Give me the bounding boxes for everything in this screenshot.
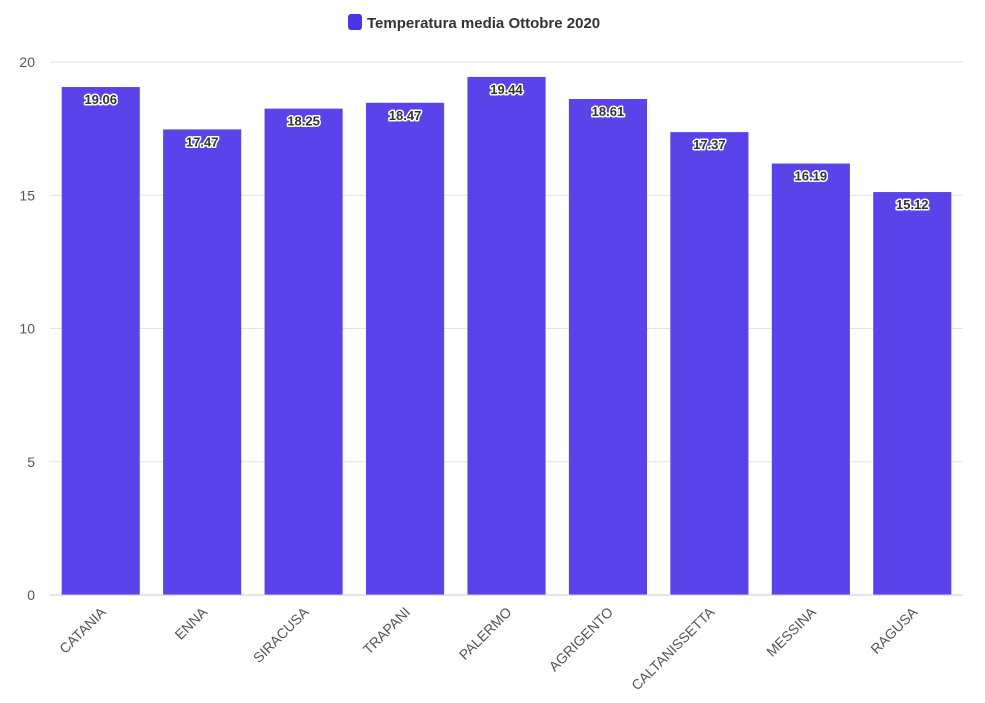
- bar-catania[interactable]: [62, 87, 140, 595]
- bar-messina[interactable]: [772, 164, 850, 595]
- data-label: 17.37: [693, 137, 726, 152]
- x-tick-label: AGRIGENTO: [546, 604, 617, 675]
- y-tick-label: 5: [27, 454, 35, 470]
- x-tick-label: SIRACUSA: [250, 603, 312, 665]
- x-tick-label: RAGUSA: [867, 603, 921, 657]
- x-tick-label: TRAPANI: [360, 604, 413, 657]
- x-tick-label: ENNA: [171, 603, 210, 642]
- data-label: 17.47: [186, 134, 219, 149]
- data-label: 15.12: [896, 197, 929, 212]
- bar-caltanissetta[interactable]: [670, 132, 748, 595]
- bar-siracusa[interactable]: [265, 109, 343, 595]
- bar-ragusa[interactable]: [873, 192, 951, 595]
- x-tick-label: CATANIA: [56, 603, 109, 656]
- data-label: 18.47: [389, 108, 422, 123]
- legend[interactable]: Temperatura media Ottobre 2020: [348, 14, 600, 32]
- y-tick-label: 10: [19, 321, 35, 337]
- data-label: 19.44: [490, 82, 523, 97]
- bars: [62, 77, 952, 595]
- x-axis-ticks: CATANIA ENNA SIRACUSA TRAPANI PALERMO AGRIGEN…: [50, 595, 963, 693]
- y-tick-label: 15: [19, 187, 35, 203]
- bar-trapani[interactable]: [366, 103, 444, 595]
- legend-swatch: [348, 14, 362, 30]
- bar-palermo[interactable]: [467, 77, 545, 595]
- y-tick-label: 0: [27, 587, 35, 603]
- legend-label: Temperatura media Ottobre 2020: [367, 15, 600, 32]
- bar-enna[interactable]: [163, 129, 241, 595]
- data-label: 18.25: [287, 114, 320, 129]
- data-label: 19.06: [84, 92, 117, 107]
- x-tick-label: CALTANISSETTA: [628, 603, 718, 693]
- x-tick-label: MESSINA: [763, 603, 819, 659]
- y-tick-label: 20: [19, 54, 35, 70]
- data-label: 18.61: [592, 104, 625, 119]
- x-tick-label: PALERMO: [456, 604, 515, 663]
- data-label: 16.19: [795, 169, 828, 184]
- bar-agrigento[interactable]: [569, 99, 647, 595]
- y-axis-ticks: 0 5 10 15 20: [19, 54, 35, 603]
